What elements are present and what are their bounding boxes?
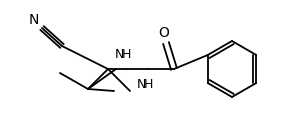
Text: N: N — [136, 78, 146, 90]
Text: N: N — [29, 13, 39, 27]
Text: H: H — [143, 78, 153, 90]
Text: H: H — [121, 47, 131, 61]
Text: O: O — [159, 26, 169, 40]
Text: N: N — [114, 47, 124, 61]
